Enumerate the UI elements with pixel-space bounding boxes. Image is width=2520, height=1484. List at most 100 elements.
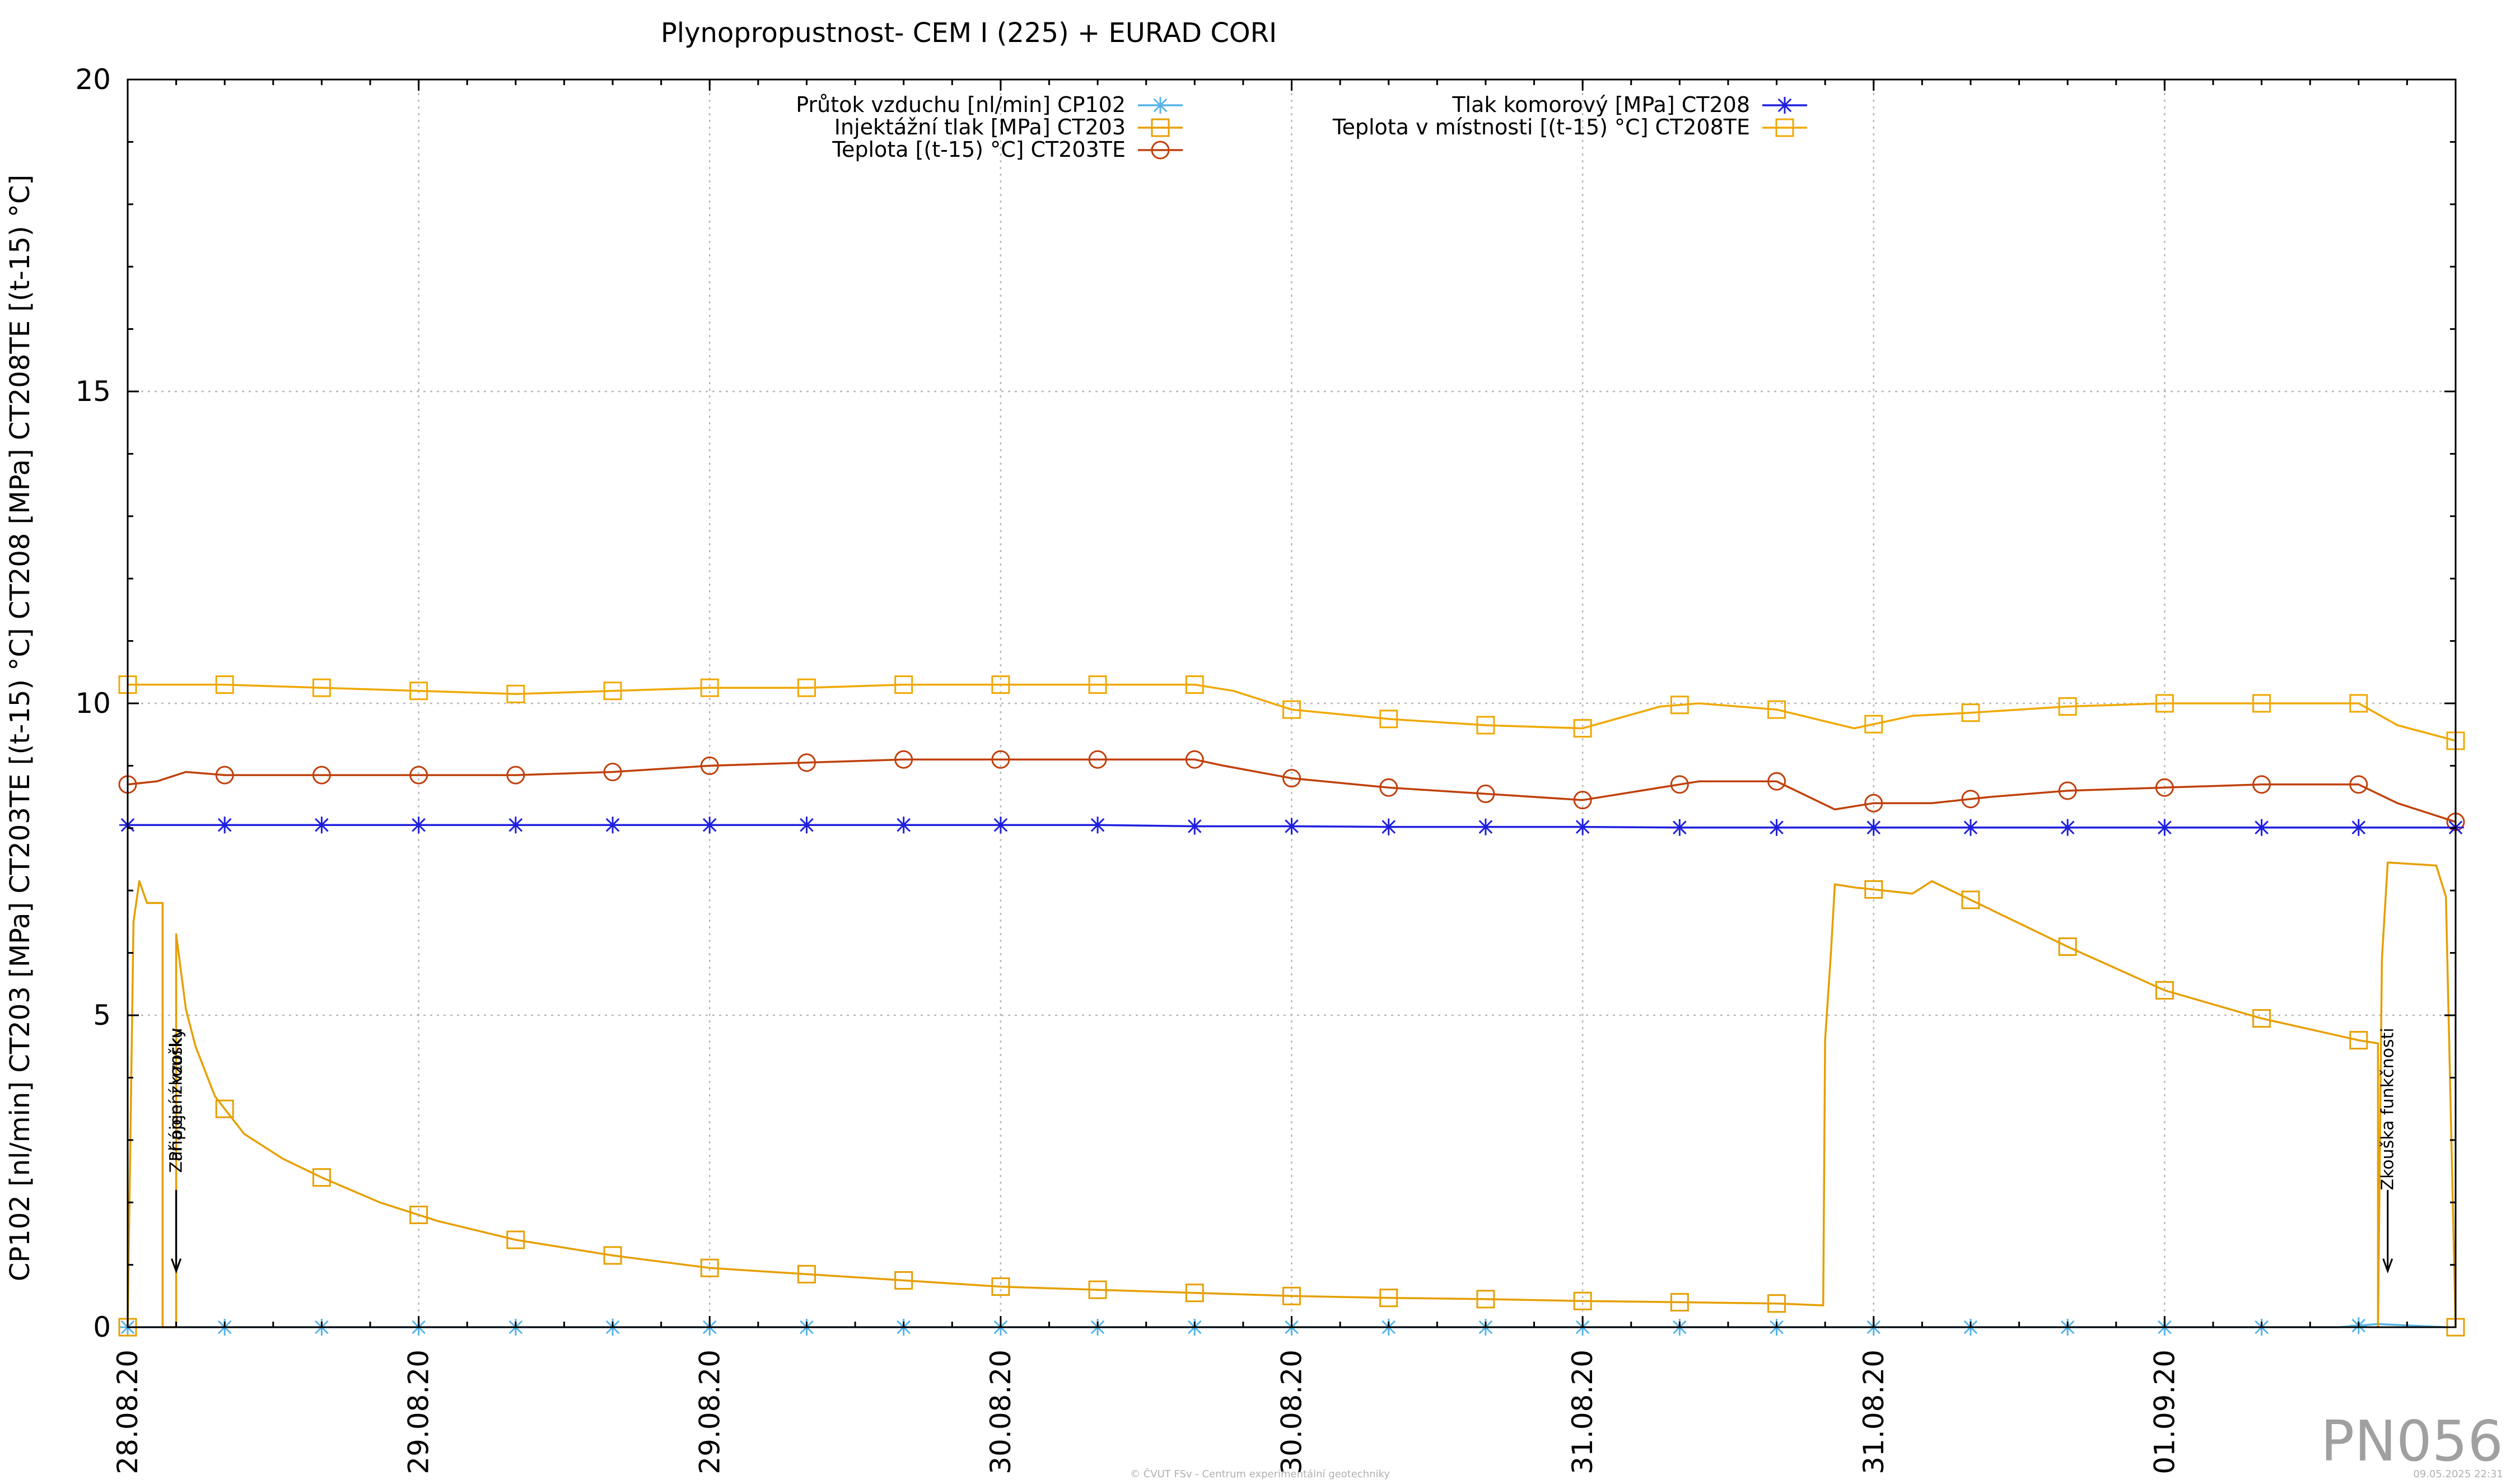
- series-point: [2156, 819, 2173, 836]
- legend-label: Tlak komorový [MPa] CT208: [1452, 92, 1750, 117]
- x-tick-label: 30.08.20: [1276, 1350, 1308, 1474]
- series-point: [701, 816, 718, 834]
- y-tick-label: 15: [75, 375, 111, 408]
- series-5: [118, 675, 2465, 750]
- series-point: [1961, 890, 1980, 909]
- series-point: [1185, 1284, 1204, 1303]
- series-point: [2252, 694, 2271, 713]
- series-point: [313, 816, 330, 834]
- series-point: [1282, 1286, 1301, 1305]
- series-point: [1089, 816, 1107, 834]
- series-point: [700, 678, 719, 697]
- series-point: [1088, 750, 1107, 769]
- series-point: [216, 816, 234, 834]
- annotation-arrowhead: [2382, 1258, 2393, 1274]
- series-point: [603, 682, 622, 701]
- series-point: [1476, 716, 1495, 735]
- series-point: [2349, 694, 2368, 713]
- legend-label: Teplota v místnosti [(t-15) °C] CT208TE: [1332, 115, 1750, 139]
- series-point: [1282, 769, 1301, 788]
- y-axis-label: CP102 [nl/min] CT203 [MPa] CT203TE [(t-1…: [4, 175, 36, 1281]
- series-point: [1282, 700, 1301, 719]
- series-point: [2350, 819, 2367, 836]
- series-2: [118, 861, 2465, 1337]
- series-point: [700, 756, 719, 775]
- legend-marker: [1151, 141, 1170, 160]
- watermark: PN056: [2321, 1408, 2503, 1474]
- series-point: [798, 816, 815, 834]
- series-line: [127, 758, 2456, 823]
- series-point: [507, 816, 524, 834]
- series-point: [797, 1264, 816, 1284]
- series-point: [603, 763, 622, 782]
- series-point: [1573, 1291, 1592, 1310]
- series-point: [1477, 818, 1494, 836]
- series-point: [2058, 697, 2077, 716]
- series-point: [1864, 794, 1883, 813]
- x-tick-label: 30.08.20: [984, 1350, 1017, 1474]
- legend-marker: [1775, 118, 1794, 137]
- series-point: [1380, 818, 1397, 836]
- grid: [128, 80, 2456, 1327]
- series-point: [1670, 1292, 1689, 1312]
- series-point: [2155, 694, 2174, 713]
- series-point: [1671, 819, 1688, 836]
- series-point: [2155, 778, 2174, 797]
- series-point: [1185, 675, 1204, 694]
- series-point: [2252, 775, 2271, 794]
- y-tick-label: 20: [75, 63, 111, 96]
- series-point: [700, 1258, 719, 1277]
- x-tick-label: 31.08.20: [1858, 1350, 1890, 1474]
- legend-label: Průtok vzduchu [nl/min] CP102: [796, 92, 1126, 117]
- footer-timestamp: 09.05.2025 22:31: [2413, 1468, 2503, 1480]
- series-line: [127, 861, 2457, 1328]
- x-tick-label: 31.08.20: [1566, 1350, 1599, 1474]
- series-point: [506, 1230, 525, 1249]
- series-point: [991, 675, 1010, 694]
- legend-entry: Tlak komorový [MPa] CT208: [1452, 92, 1807, 117]
- series-point: [1767, 772, 1786, 791]
- series-point: [215, 766, 234, 785]
- series-point: [1476, 785, 1495, 804]
- series-point: [2349, 1031, 2368, 1050]
- series-point: [1088, 1280, 1107, 1299]
- series-point: [2058, 937, 2077, 956]
- series-point: [1574, 818, 1592, 836]
- series-point: [1379, 778, 1398, 797]
- series-point: [1088, 675, 1107, 694]
- annotation-arrowhead: [171, 1258, 182, 1274]
- x-tick-label: 01.09.20: [2148, 1350, 2181, 1474]
- series-point: [797, 753, 816, 772]
- series-point: [410, 816, 427, 834]
- series-point: [1670, 696, 1689, 715]
- annotation: Připojení vzorku: [167, 1028, 186, 1274]
- series-point: [603, 1246, 622, 1265]
- x-tick-label: 29.08.20: [403, 1350, 435, 1474]
- series-point: [1186, 818, 1203, 835]
- series-point: [894, 675, 913, 694]
- legend-label: Teplota [(t-15) °C] CT203TE: [832, 137, 1126, 162]
- legend-marker: [1776, 97, 1793, 114]
- series-point: [409, 682, 428, 701]
- series-point: [506, 684, 525, 703]
- series-point: [1961, 790, 1980, 809]
- series-point: [1379, 710, 1398, 729]
- series-point: [894, 1271, 913, 1290]
- series-point: [506, 766, 525, 785]
- legend-entry: Teplota v místnosti [(t-15) °C] CT208TE: [1332, 115, 1807, 139]
- series-point: [991, 1277, 1010, 1296]
- series-point: [604, 816, 622, 834]
- series-point: [1767, 1294, 1786, 1313]
- axis-ticks: 0 5 10 15 20 28.08.20 29.08.20 29.08.20 30.08.20…: [75, 63, 2456, 1474]
- footer-copyright: © ČVUT FSv - Centrum experimentální geot…: [1130, 1468, 1390, 1480]
- legend-marker: [1151, 118, 1170, 137]
- series-point: [1283, 818, 1300, 835]
- series-point: [991, 750, 1010, 769]
- series-point: [1476, 1290, 1495, 1309]
- annotation-text: Připojení vzorku: [167, 1028, 186, 1161]
- legend-label: Injektážní tlak [MPa] CT203: [834, 115, 1126, 139]
- series-point: [312, 766, 331, 785]
- series-point: [1573, 791, 1592, 810]
- series-point: [215, 675, 234, 694]
- series-point: [797, 678, 816, 697]
